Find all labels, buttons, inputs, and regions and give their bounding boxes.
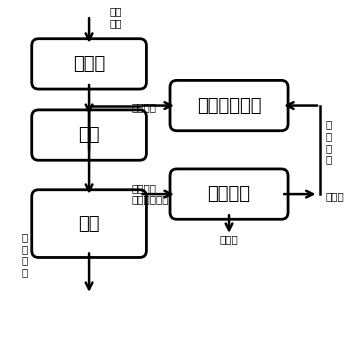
- Text: 油气分离: 油气分离: [207, 185, 251, 203]
- Text: 进料: 进料: [78, 126, 100, 144]
- FancyBboxPatch shape: [170, 80, 288, 131]
- Text: 气体介质加热: 气体介质加热: [197, 97, 261, 114]
- Text: 裂解油: 裂解油: [220, 234, 238, 244]
- Text: 气
体
介
质: 气 体 介 质: [325, 120, 331, 164]
- FancyBboxPatch shape: [32, 190, 147, 258]
- Text: 预处理: 预处理: [73, 55, 105, 73]
- Text: 气体介质: 气体介质: [131, 102, 156, 112]
- Text: 轮胎
橡胶: 轮胎 橡胶: [109, 6, 122, 28]
- Text: 气体介质
混合气态产物: 气体介质 混合气态产物: [131, 183, 169, 204]
- Text: 裂解: 裂解: [78, 215, 100, 233]
- Text: 裂解气: 裂解气: [325, 191, 344, 202]
- Text: 固
态
产
物: 固 态 产 物: [21, 232, 27, 277]
- FancyBboxPatch shape: [170, 169, 288, 219]
- FancyBboxPatch shape: [32, 110, 147, 160]
- FancyBboxPatch shape: [32, 39, 147, 89]
